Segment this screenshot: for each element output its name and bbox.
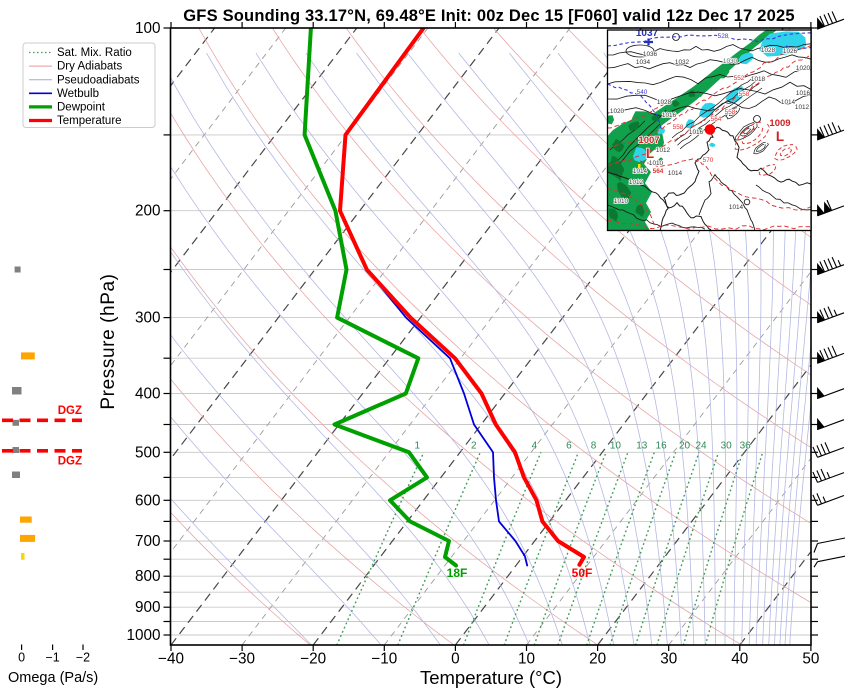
- svg-text:−30: −30: [229, 651, 255, 668]
- svg-text:Pressure (hPa): Pressure (hPa): [98, 273, 119, 409]
- svg-text:10: 10: [610, 441, 622, 452]
- svg-text:30: 30: [721, 441, 733, 452]
- svg-text:1014: 1014: [668, 170, 683, 177]
- svg-text:Sat. Mix. Ratio: Sat. Mix. Ratio: [57, 47, 132, 59]
- svg-text:L: L: [646, 146, 654, 161]
- svg-text:50: 50: [802, 651, 819, 668]
- svg-text:1012: 1012: [656, 147, 671, 154]
- svg-text:558: 558: [673, 124, 684, 131]
- svg-text:50F: 50F: [572, 566, 593, 580]
- svg-text:−1: −1: [45, 651, 59, 665]
- svg-text:558: 558: [739, 91, 750, 98]
- svg-text:552: 552: [734, 75, 745, 82]
- svg-text:1028: 1028: [761, 47, 776, 54]
- svg-text:1032: 1032: [675, 59, 690, 66]
- svg-text:1028: 1028: [657, 99, 672, 106]
- svg-text:Omega (Pa/s): Omega (Pa/s): [8, 670, 98, 686]
- svg-text:−20: −20: [300, 651, 326, 668]
- svg-text:30: 30: [660, 651, 677, 668]
- svg-text:540: 540: [637, 89, 648, 96]
- svg-text:100: 100: [135, 20, 161, 37]
- svg-text:800: 800: [135, 568, 161, 585]
- svg-text:1014: 1014: [729, 204, 744, 211]
- svg-text:8: 8: [591, 441, 597, 452]
- svg-text:570: 570: [703, 157, 714, 164]
- svg-text:500: 500: [135, 444, 161, 461]
- svg-text:558: 558: [725, 109, 736, 116]
- svg-text:−40: −40: [158, 651, 184, 668]
- svg-text:Wetbulb: Wetbulb: [57, 88, 99, 100]
- svg-text:1034: 1034: [636, 59, 651, 66]
- svg-text:2: 2: [471, 441, 477, 452]
- svg-text:300: 300: [135, 310, 161, 327]
- svg-text:DGZ: DGZ: [58, 456, 82, 468]
- svg-text:1020: 1020: [796, 65, 811, 72]
- svg-text:528: 528: [718, 33, 729, 40]
- svg-text:200: 200: [135, 203, 161, 220]
- svg-text:20: 20: [679, 441, 691, 452]
- svg-text:Temperature: Temperature: [57, 115, 122, 127]
- svg-text:1012: 1012: [629, 179, 644, 186]
- svg-text:18F: 18F: [447, 566, 468, 580]
- svg-text:0: 0: [451, 651, 460, 668]
- svg-text:1007: 1007: [638, 135, 659, 146]
- svg-text:1012: 1012: [795, 104, 810, 111]
- svg-text:1018: 1018: [751, 76, 766, 83]
- svg-text:700: 700: [135, 533, 161, 550]
- svg-text:1010: 1010: [614, 198, 629, 205]
- svg-text:40: 40: [731, 651, 748, 668]
- svg-text:564: 564: [653, 168, 664, 175]
- svg-text:GFS Sounding 33.17°N, 69.48°E: GFS Sounding 33.17°N, 69.48°E Init: 00z …: [183, 7, 794, 25]
- svg-text:24: 24: [695, 441, 707, 452]
- svg-text:1: 1: [415, 441, 421, 452]
- svg-text:0: 0: [18, 651, 25, 665]
- svg-text:−10: −10: [371, 651, 397, 668]
- svg-text:1020: 1020: [610, 108, 625, 115]
- svg-text:Dewpoint: Dewpoint: [57, 102, 106, 114]
- svg-text:1014: 1014: [633, 168, 648, 175]
- svg-text:16: 16: [656, 441, 668, 452]
- svg-text:1016: 1016: [662, 112, 677, 119]
- svg-text:1016: 1016: [796, 90, 811, 97]
- svg-text:36: 36: [740, 441, 752, 452]
- svg-text:1000: 1000: [126, 627, 160, 644]
- svg-text:600: 600: [135, 492, 161, 509]
- svg-text:1036: 1036: [643, 51, 658, 58]
- svg-text:1014: 1014: [781, 99, 796, 106]
- svg-text:6: 6: [566, 441, 572, 452]
- svg-text:Pseudoadiabats: Pseudoadiabats: [57, 74, 140, 86]
- svg-text:L: L: [776, 129, 784, 144]
- svg-text:13: 13: [636, 441, 648, 452]
- svg-text:1026: 1026: [783, 48, 798, 55]
- svg-text:20: 20: [589, 651, 606, 668]
- svg-text:1037: 1037: [636, 28, 659, 39]
- svg-text:4: 4: [532, 441, 538, 452]
- svg-text:10: 10: [518, 651, 535, 668]
- svg-text:DGZ: DGZ: [58, 405, 82, 417]
- svg-text:900: 900: [135, 599, 161, 616]
- svg-text:400: 400: [135, 386, 161, 403]
- svg-text:1016: 1016: [689, 129, 704, 136]
- svg-text:Dry Adiabats: Dry Adiabats: [57, 61, 122, 73]
- svg-text:1009: 1009: [769, 118, 790, 129]
- svg-text:564: 564: [711, 116, 722, 123]
- svg-text:1030: 1030: [723, 58, 738, 65]
- svg-text:−2: −2: [76, 651, 90, 665]
- svg-text:Temperature (°C): Temperature (°C): [420, 667, 562, 688]
- svg-text:1010: 1010: [649, 160, 664, 167]
